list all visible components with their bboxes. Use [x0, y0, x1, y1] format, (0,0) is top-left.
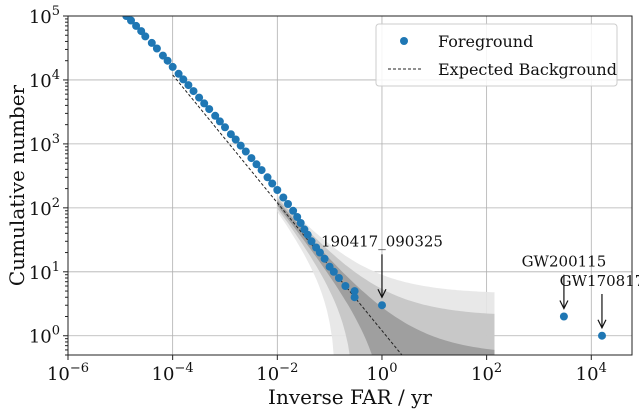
- y-tick-label: 102: [29, 196, 60, 220]
- legend: Foreground Expected Background: [375, 23, 618, 87]
- x-tick-label: 10−6: [47, 361, 89, 385]
- foreground-point: [226, 130, 235, 139]
- legend-box: [375, 23, 618, 87]
- plot-frame: [67, 15, 633, 356]
- foreground-point: [341, 282, 350, 290]
- foreground-point: [215, 117, 224, 126]
- foreground-point: [284, 200, 292, 208]
- foreground-point: [296, 219, 305, 227]
- foreground-point: [200, 99, 209, 108]
- foreground-point: [163, 56, 172, 65]
- foreground-point: [158, 51, 167, 60]
- x-tick-label: 10−2: [256, 361, 298, 385]
- foreground-point: [247, 154, 256, 163]
- y-tick-label: 100: [29, 324, 60, 348]
- y-axis-label: Cumulative number: [5, 84, 29, 286]
- annotation-arrowhead: [597, 319, 607, 330]
- foreground-point: [147, 38, 156, 47]
- foreground-point: [350, 293, 359, 302]
- annotation-arrowhead: [559, 300, 569, 310]
- foreground-point: [268, 179, 277, 188]
- y-tick-label: 101: [29, 260, 60, 284]
- foreground-point: [132, 21, 141, 30]
- foreground-point: [293, 213, 302, 221]
- foreground-point: [307, 237, 316, 246]
- x-tick-label: 100: [366, 361, 397, 385]
- x-tick-label: 104: [576, 361, 607, 385]
- confidence-band: [277, 197, 495, 355]
- foreground-point: [350, 287, 359, 296]
- foreground-point: [236, 141, 245, 150]
- foreground-point: [329, 267, 338, 276]
- y-tick-label: 105: [29, 4, 60, 28]
- foreground-point: [303, 230, 312, 239]
- foreground-point: [195, 93, 204, 102]
- foreground-point: [231, 135, 240, 144]
- foreground-point: [205, 105, 214, 114]
- foreground-point: [378, 301, 386, 310]
- foreground-point: [279, 193, 288, 202]
- foreground-point: [289, 206, 298, 215]
- confidence-band: [277, 200, 495, 355]
- foreground-point: [184, 81, 193, 90]
- foreground-point: [189, 87, 198, 96]
- y-tick-label: 103: [29, 132, 60, 156]
- foreground-point: [179, 75, 188, 84]
- foreground-point: [598, 331, 606, 340]
- annotation-label: GW170817: [560, 272, 639, 290]
- expected-background-series: [172, 74, 403, 356]
- legend-background-label: Expected Background: [438, 60, 617, 79]
- confidence-bands: [277, 195, 495, 355]
- foreground-point: [221, 123, 229, 132]
- foreground-point: [127, 16, 135, 25]
- foreground-point: [257, 166, 266, 175]
- axis-ticks: 10−6 10−4 10−2 100 102 104 100 101 102 103 104 105: [29, 4, 607, 385]
- x-tick-label: 10−4: [152, 361, 194, 385]
- annotation-label: 190417_090325: [321, 232, 443, 250]
- foreground-point: [273, 186, 282, 194]
- foreground-point: [211, 111, 220, 120]
- annotation-arrowhead: [377, 288, 387, 299]
- foreground-point: [320, 254, 329, 263]
- foreground-point: [174, 69, 183, 78]
- foreground-point: [168, 62, 177, 71]
- foreground-point: [241, 147, 250, 156]
- annotation-label: GW200115: [522, 253, 607, 271]
- foreground-point: [559, 312, 568, 321]
- x-tick-label: 102: [471, 361, 502, 385]
- foreground-point: [141, 32, 150, 41]
- foreground-point: [334, 274, 343, 282]
- legend-foreground-label: Foreground: [438, 32, 533, 51]
- foreground-point: [252, 160, 261, 169]
- foreground-point: [152, 44, 161, 53]
- x-axis-label: Inverse FAR / yr: [268, 385, 432, 409]
- y-tick-label: 104: [29, 68, 60, 92]
- foreground-point: [263, 173, 272, 182]
- legend-foreground-marker: [400, 37, 408, 45]
- foreground-series: [122, 16, 606, 340]
- expected-background-line: [172, 74, 403, 356]
- foreground-point: [315, 248, 324, 257]
